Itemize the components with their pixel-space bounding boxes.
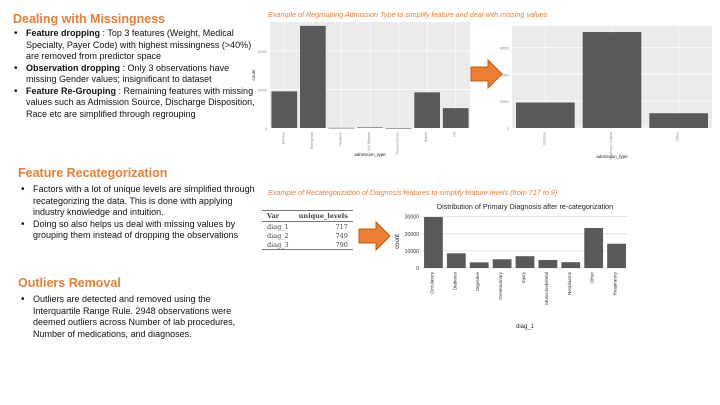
y-tick-label: 0	[265, 127, 267, 131]
x-tick-label: Genitourinary	[498, 271, 503, 299]
recategorization-bullet: Doing so also helps us deal with missing…	[20, 219, 260, 242]
bar	[300, 25, 326, 128]
outliers-list: Outliers are detected and removed using …	[20, 294, 260, 340]
bullet-text: : Only 3 observations have missing Gende…	[26, 62, 230, 85]
bullet-text: : Top 3 features (Weight, Medical Specia…	[26, 28, 252, 61]
y-tick-label: 60000	[500, 46, 510, 50]
x-tick-label: Newborn	[338, 132, 342, 146]
table-header-row: Var unique_levels	[262, 210, 353, 222]
y-axis-label: count	[395, 234, 401, 249]
table-row: diag_1 717	[262, 222, 353, 232]
table-header-levels: unique_levels	[293, 210, 353, 222]
x-tick-label: Neoplasms	[567, 271, 572, 295]
bullet-bold: Observation dropping	[26, 62, 121, 73]
y-tick-label: 40000	[500, 73, 510, 77]
x-tick-label: Respiratory	[613, 271, 618, 295]
admission-type-after-chart: 0 20000 40000 60000 Elective Emergency / Urge…	[500, 26, 712, 160]
bullet-bold: Feature Re-Grouping	[26, 85, 117, 96]
table-cell-var: diag_3	[262, 240, 294, 250]
x-tick-label: Circulatory	[429, 271, 434, 294]
bar	[357, 127, 383, 129]
x-tick-label: Urgent	[424, 132, 428, 142]
admission-type-before-chart: 0 20000 40000 Elective Emergency Newborn Not M…	[251, 22, 470, 157]
bar	[492, 259, 512, 268]
y-tick-label: 10000	[405, 249, 420, 255]
x-tick-label: Emergency	[310, 132, 314, 149]
x-axis-label: diag_1	[516, 324, 535, 330]
outliers-heading: Outliers Removal	[18, 276, 121, 290]
bar	[469, 262, 489, 268]
x-tick-label: Emergency / Urgent	[609, 132, 613, 160]
bullet-bold: Feature dropping	[26, 28, 100, 38]
bar	[582, 32, 642, 128]
table-cell-levels: 790	[293, 240, 353, 250]
x-axis-label: admission_type	[596, 154, 628, 159]
chart-title: Distribution of Primary Diagnosis after …	[437, 202, 613, 211]
bar	[442, 108, 469, 128]
right-arrow-icon	[358, 220, 391, 252]
recategorization-list: Factors with a lot of unique levels are …	[20, 184, 260, 242]
bar	[516, 102, 575, 128]
right-arrow-icon	[470, 58, 503, 90]
bar	[561, 262, 581, 268]
table-row: diag_2 749	[262, 231, 353, 240]
x-tick-label: Trauma Center	[396, 131, 400, 155]
y-tick-label: 0	[416, 266, 419, 272]
x-tick-label: Other	[590, 272, 595, 284]
y-tick-label: 20000	[405, 232, 420, 238]
missingness-list: Feature dropping : Top 3 features (Weigh…	[13, 28, 259, 120]
missingness-bullet: Feature dropping : Top 3 features (Weigh…	[13, 28, 259, 63]
x-tick-label: NA	[453, 131, 457, 136]
x-tick-label: Not Mapped	[367, 132, 371, 151]
bar	[271, 91, 298, 128]
x-tick-label: Other	[676, 131, 680, 141]
recategorization-heading: Feature Recategorization	[18, 166, 168, 180]
x-tick-label: Elective	[542, 132, 546, 145]
y-tick-label: 20000	[258, 88, 268, 92]
table-cell-var: diag_1	[267, 222, 289, 231]
bar	[607, 243, 626, 268]
x-axis-label: admission_type	[354, 152, 386, 157]
y-tick-label: 0	[507, 127, 509, 131]
bar	[424, 217, 443, 268]
outliers-bullet: Outliers are detected and removed using …	[20, 294, 260, 340]
table-cell-levels: 717	[335, 222, 348, 231]
x-tick-label: Diabetes	[452, 271, 457, 290]
bar	[446, 253, 466, 268]
missingness-bullet: Observation dropping : Only 3 observatio…	[13, 63, 259, 86]
bar	[515, 256, 535, 268]
bar	[649, 113, 708, 128]
bullet-text: : Remaining features with missing values…	[26, 85, 255, 119]
recat-caption: Example of Recategorization of Diagnosis…	[268, 188, 558, 197]
bar	[414, 92, 440, 128]
table-row: diag_3 790	[262, 240, 353, 250]
table-header-var: Var	[262, 210, 294, 222]
y-tick-label: 20000	[500, 100, 510, 104]
diagnosis-recategorized-chart: 0 10000 20000 30000 Circulatory Diabetes Diges…	[395, 202, 628, 330]
table-cell-levels: 749	[335, 231, 348, 240]
bar	[385, 127, 412, 129]
bar	[328, 127, 355, 129]
regroup-caption: Example of Regrouping Admission Type to …	[268, 10, 548, 19]
bar	[584, 227, 604, 268]
missingness-heading: Dealing with Missingness	[13, 12, 166, 26]
x-tick-label: Injury	[521, 271, 526, 283]
unique-levels-table: Var unique_levels diag_1 717 diag_2 749 …	[262, 210, 353, 250]
recategorization-bullet: Factors with a lot of unique levels are …	[20, 184, 260, 219]
y-tick-label: 30000	[405, 215, 420, 221]
y-tick-label: 40000	[258, 50, 268, 54]
table-cell-var: diag_2	[267, 231, 289, 240]
missingness-bullet: Feature Re-Grouping : Remaining features…	[13, 86, 259, 121]
y-axis-label: count	[251, 69, 256, 81]
x-tick-label: Musculoskeletal	[544, 272, 549, 305]
x-tick-label: Elective	[281, 132, 285, 144]
x-tick-label: Digestive	[475, 272, 480, 291]
bar	[538, 259, 558, 268]
